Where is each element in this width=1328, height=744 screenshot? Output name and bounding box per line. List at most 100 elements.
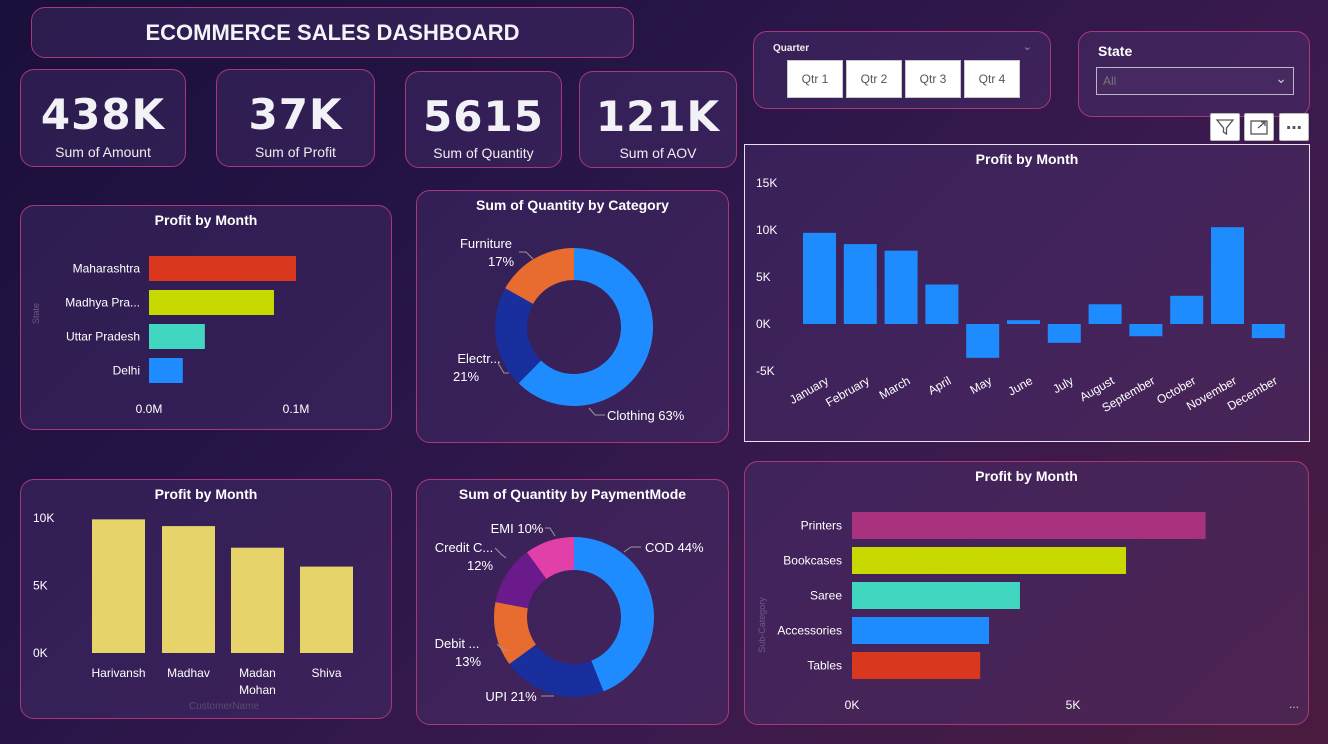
filter-button[interactable] <box>1210 113 1240 141</box>
leader-line <box>496 643 508 651</box>
bar[interactable] <box>162 526 215 653</box>
bar[interactable] <box>92 519 145 653</box>
category-label: Uttar Pradesh <box>66 330 140 344</box>
axis-label: Sub-Category <box>757 597 767 653</box>
bar[interactable] <box>1129 324 1163 337</box>
slice-label: COD 44% <box>645 540 704 555</box>
chart-profit-by-customer: Profit by Month 10K 5K 0K Harivansh Madhav Ma… <box>20 479 392 719</box>
bar[interactable] <box>966 324 1000 358</box>
chevron-down-icon[interactable]: ⌄ <box>1022 40 1032 53</box>
donut-slice[interactable] <box>526 537 574 579</box>
chart-profit-by-month[interactable]: Profit by Month 15K 10K 5K 0K -5K January Febr… <box>744 144 1310 442</box>
bar[interactable] <box>300 566 353 653</box>
bar[interactable] <box>1251 324 1285 339</box>
kpi-value: 37K <box>248 90 343 139</box>
quarter-option-qtr3[interactable]: Qtr 3 <box>905 60 961 98</box>
quarter-slicer-label: Quarter <box>773 43 810 54</box>
tick-label: 5K <box>33 579 48 593</box>
bar[interactable] <box>149 324 205 349</box>
bar[interactable] <box>852 512 1206 539</box>
bar[interactable] <box>852 547 1127 574</box>
slice-label: Electr... <box>457 351 500 366</box>
state-slicer: State All ⌄ <box>1078 31 1310 117</box>
bar[interactable] <box>925 284 959 324</box>
donut-slice[interactable] <box>495 288 542 384</box>
bar[interactable] <box>149 358 183 383</box>
bar[interactable] <box>803 232 836 324</box>
bar[interactable] <box>1088 304 1122 324</box>
bar[interactable] <box>149 256 296 281</box>
tick-label: 0K <box>33 646 48 660</box>
bar[interactable] <box>1170 295 1204 324</box>
tick-label: May <box>968 373 995 396</box>
bar[interactable] <box>852 582 1020 609</box>
axis-label: State <box>31 303 41 324</box>
page-title: ECOMMERCE SALES DASHBOARD <box>145 20 520 45</box>
tick-label: February <box>823 373 872 409</box>
tick-label: 0K <box>845 698 860 712</box>
bar[interactable] <box>884 250 918 324</box>
chart-title: Profit by Month <box>154 486 258 502</box>
chart-svg: 10K 5K 0K Harivansh Madhav Madan Mohan Shiva Cus… <box>33 511 353 712</box>
more-options-icon: ⋯ <box>1286 117 1302 137</box>
donut-slice[interactable] <box>518 248 653 406</box>
kpi-label: Sum of Profit <box>255 144 336 160</box>
tick-label: -5K <box>756 364 775 378</box>
tick-label: March <box>877 373 913 402</box>
bar[interactable] <box>1007 320 1040 324</box>
slice-label: Furniture <box>460 236 512 251</box>
state-dropdown[interactable]: All ⌄ <box>1096 67 1294 95</box>
donut-slice[interactable] <box>509 644 604 697</box>
more-options-button[interactable]: ⋯ <box>1279 113 1309 141</box>
axis-label: CustomerName <box>189 701 259 712</box>
donut-slice[interactable] <box>505 248 574 304</box>
bar[interactable] <box>852 617 990 644</box>
state-slicer-label: State <box>1098 43 1133 59</box>
leader-line <box>519 251 534 260</box>
donut-slice[interactable] <box>574 537 654 692</box>
bar[interactable] <box>843 244 877 324</box>
slice-pct: 13% <box>455 654 481 669</box>
quarter-option-qtr1[interactable]: Qtr 1 <box>787 60 843 98</box>
tick-label: Madan Mohan <box>239 666 276 697</box>
chart-svg: Sub-Category Printers Bookcases Saree Access… <box>757 512 1299 712</box>
leader-line <box>623 546 641 553</box>
focus-mode-icon <box>1250 120 1268 135</box>
quarter-option-qtr4[interactable]: Qtr 4 <box>964 60 1020 98</box>
chart-quantity-by-paymentmode: Sum of Quantity by PaymentMode COD 44% UP… <box>416 479 729 725</box>
leader-line <box>545 527 556 537</box>
chart-svg: Clothing 63% Electr... 21% Furniture 17% <box>453 236 685 423</box>
focus-mode-button[interactable] <box>1244 113 1274 141</box>
chart-title: Profit by Month <box>154 212 258 228</box>
category-label: Madhya Pra... <box>65 296 140 310</box>
chart-svg: State Maharashtra Madhya Pra... Uttar Prade… <box>31 256 309 416</box>
category-label: Saree <box>810 589 842 603</box>
kpi-card-amount: 438K Sum of Amount <box>20 69 186 167</box>
slice-pct: 17% <box>488 254 514 269</box>
quarter-slicer: Quarter ⌄ Qtr 1 Qtr 2 Qtr 3 Qtr 4 <box>753 31 1051 109</box>
bar[interactable] <box>1047 324 1081 343</box>
category-label: Bookcases <box>783 554 842 568</box>
filter-icon <box>1215 119 1235 136</box>
tick-label: 15K <box>756 176 777 190</box>
state-dropdown-value: All <box>1103 74 1117 88</box>
bar[interactable] <box>149 290 274 315</box>
chart-profit-by-state: Profit by Month State Maharashtra Madhya P… <box>20 205 392 430</box>
tick-label: 0.0M <box>136 402 163 416</box>
tick-label: 10K <box>756 223 777 237</box>
tick-label: Madhav <box>167 666 210 680</box>
chart-quantity-by-category: Sum of Quantity by Category Clothing 63%… <box>416 190 729 443</box>
slice-label: Clothing 63% <box>607 408 685 423</box>
dashboard-title-card: ECOMMERCE SALES DASHBOARD <box>31 7 634 58</box>
quarter-option-qtr2[interactable]: Qtr 2 <box>846 60 902 98</box>
bar[interactable] <box>1211 227 1244 324</box>
bar[interactable] <box>852 652 981 679</box>
chart-title: Profit by Month <box>975 151 1079 167</box>
tick-label: 5K <box>756 270 771 284</box>
category-label: Accessories <box>777 624 842 638</box>
bar[interactable] <box>231 547 284 653</box>
tick-label: Harivansh <box>91 666 145 680</box>
donut-slice[interactable] <box>495 552 547 609</box>
donut-slice[interactable] <box>494 602 536 665</box>
